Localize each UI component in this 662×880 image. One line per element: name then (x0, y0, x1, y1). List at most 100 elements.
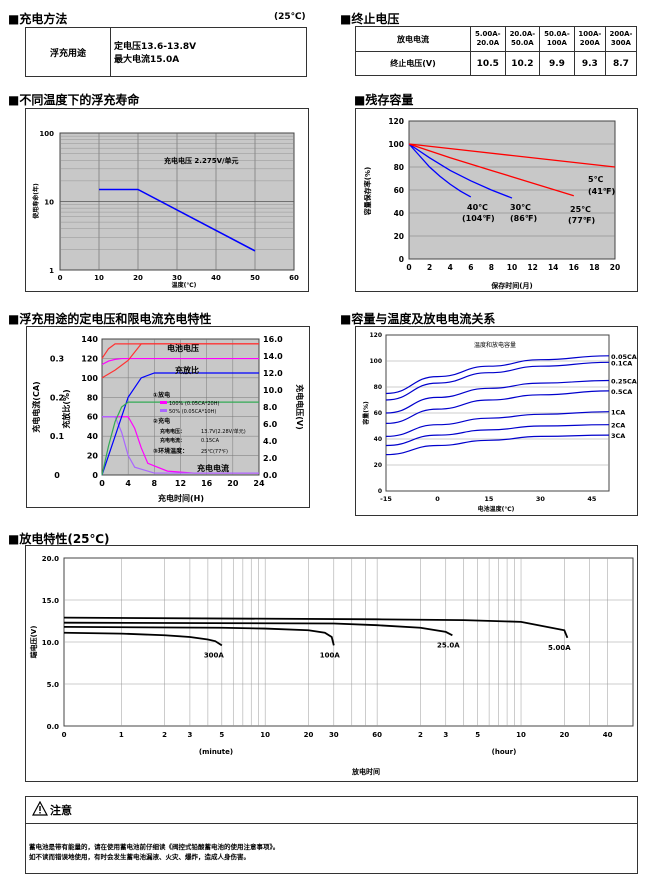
x-tick-label: 20 (227, 479, 239, 488)
series-line (385, 355, 610, 395)
label-battery-voltage: 电池电压 (167, 343, 199, 353)
x-axis-label: 放电时间 (351, 767, 380, 776)
range-header: 200A- 300A (604, 26, 638, 52)
x-tick-label: 45 (587, 495, 597, 503)
y-tick-label: 120 (81, 354, 98, 363)
x-tick-label: 3 (443, 731, 448, 739)
end-voltage-value: 10.2 (504, 51, 541, 76)
series-line (63, 631, 223, 647)
series-label: 3CA (611, 432, 625, 440)
x-tick-label: 50 (250, 274, 260, 282)
series-line (408, 143, 513, 199)
residual-chart: 0 20 40 60 80 100 120 0 2 4 6 8 10 12 14 16 18 20 容量保存率(… (363, 117, 620, 290)
x-axis-label: 保存时间(月) (490, 281, 532, 290)
y-axis-label-voltage: 充电电压(V) (295, 384, 305, 430)
x-tick-label: 2 (418, 731, 423, 739)
legend-charge: ②充电 (153, 417, 170, 425)
series-label: 100A (320, 651, 341, 659)
series-label: 300A (204, 651, 225, 659)
y-tick-label: 0.1 (50, 432, 65, 441)
label-30c: 30℃ (510, 203, 531, 212)
y-tick-label: 80 (394, 163, 404, 172)
x-tick-label: 12 (175, 479, 186, 488)
x-tick-label: 20 (133, 274, 143, 282)
y-tick-label: 100 (39, 130, 54, 138)
x-tick-label: 0 (58, 274, 63, 282)
y-tick-label: 0 (54, 471, 60, 480)
series-line (385, 390, 610, 424)
end-voltage-table: 放电电流 5.00A- 20.0A 20.0A- 50.0A 50.0A- 10… (355, 26, 638, 76)
life-curve (99, 188, 256, 252)
y-tick-label: 1 (49, 267, 54, 275)
end-voltage-value: 9.9 (539, 51, 575, 76)
y-tick-label: 10 (44, 199, 54, 207)
y-tick-label: 6.0 (263, 420, 278, 429)
label-41f: (41℉) (588, 187, 615, 196)
caution-box: 注意 蓄电池是带有能量的，请在使用蓄电池前仔细读《阀控式铅酸蓄电池的使用注意事项… (25, 796, 638, 874)
x-tick-label: 2 (427, 263, 432, 272)
series-line (63, 625, 335, 646)
x-tick-label: 10 (516, 731, 526, 739)
cap-temp-title: ■容量与温度及放电电流关系 (340, 312, 496, 326)
float-life-frame: 100 10 1 0 10 20 30 40 50 60 使用寿命(年) 温度(℃) 充电电压 … (25, 108, 309, 292)
x-tick-label: 6 (468, 263, 473, 272)
y-tick-label: 0.2 (50, 393, 64, 402)
float-char-title: ■浮充用途的定电压和限电流充电特性 (8, 312, 212, 326)
y-tick-label: 4.0 (263, 437, 278, 446)
x-tick-label: 14 (548, 263, 558, 272)
series-label: 1CA (611, 409, 625, 417)
y-tick-label: 8.0 (263, 403, 278, 412)
series-label: 25.0A (437, 641, 460, 649)
y-tick-label: 14.0 (263, 352, 283, 361)
y-tick-label: 16.0 (263, 335, 283, 344)
label-5c: 5℃ (588, 175, 604, 184)
x-tick-label: 2 (162, 731, 167, 739)
series-line (101, 357, 259, 366)
series-line (385, 411, 610, 437)
x-tick-label: 10 (260, 731, 270, 739)
legend-50: 50% (0.05CA*10H) (169, 409, 216, 415)
charge-line2: 最大电流15.0A (114, 55, 180, 65)
unit-minute: (minute) (199, 748, 233, 756)
x-tick-label: 18 (589, 263, 599, 272)
y-tick-label: 60 (394, 186, 404, 195)
x-tick-label: 10 (94, 274, 104, 282)
legend-ambient-value: 25℃(77℉) (201, 449, 228, 455)
discharge-frame: 0.0 5.0 10.0 15.0 20.0 0 1 2 3 5 10 20 30 60 2 3 5 10 20 40… (25, 545, 638, 782)
x-tick-label: 20 (559, 731, 569, 739)
end-voltage-value: 10.5 (470, 51, 506, 76)
series-line (63, 621, 453, 637)
charge-label: 浮充用途 (26, 28, 111, 76)
y-tick-label: 100 (388, 140, 404, 149)
y-tick-label: 100 (81, 374, 98, 383)
x-tick-label: 16 (569, 263, 579, 272)
series-label: 0.05CA (611, 353, 637, 361)
label-40c: 40℃ (467, 203, 488, 212)
y-tick-label: 0 (378, 488, 382, 495)
y-tick-label: 80 (374, 384, 382, 391)
series-label: 2CA (611, 422, 625, 430)
x-tick-label: 40 (603, 731, 613, 739)
y-tick-label: 2.0 (263, 454, 278, 463)
y-tick-label: 0 (92, 471, 98, 480)
x-tick-label: 3 (187, 731, 192, 739)
series-line (408, 143, 616, 168)
legend-charge-voltage: 充电电压： (160, 428, 185, 435)
float-life-title: ■不同温度下的浮充寿命 (8, 93, 140, 107)
end-voltage-value: 8.7 (604, 51, 638, 76)
legend-charge-current-value: 0.15CA (201, 438, 220, 444)
x-tick-label: 20 (610, 263, 620, 272)
caution-title: 注意 (50, 804, 72, 817)
charge-line1: 定电压13.6-13.8V (114, 42, 197, 52)
y-tick-label: 120 (388, 117, 404, 126)
y-axis-label-ratio: 充放比(%) (61, 389, 71, 428)
series-line (63, 616, 569, 639)
caution-line1: 蓄电池是带有能量的，请在使用蓄电池前仔细读《阀控式铅酸蓄电池的使用注意事项》。 (29, 843, 280, 851)
x-tick-label: 30 (536, 495, 546, 503)
series-label: 0.5CA (611, 388, 632, 396)
y-tick-label: 0.0 (47, 723, 60, 731)
y-axis-label: 容量保存率(%) (363, 167, 372, 216)
inner-title: 温度和放电容量 (474, 341, 516, 349)
series-line (101, 401, 259, 476)
unit-hour: (hour) (492, 748, 517, 756)
